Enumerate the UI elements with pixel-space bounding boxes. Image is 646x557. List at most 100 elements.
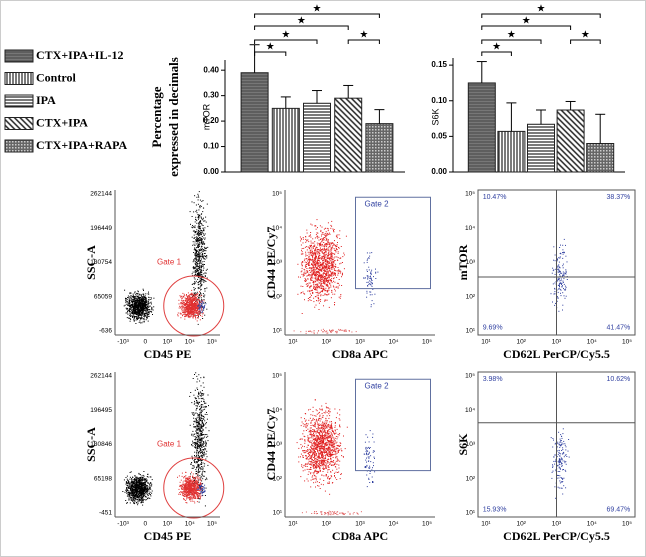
event-dot [332,330,334,332]
bar [334,97,363,173]
event-dot [193,252,195,253]
event-dot [319,275,321,277]
event-dot [195,295,196,297]
event-dot [559,275,561,277]
event-dot [198,235,199,237]
event-dot [200,281,202,283]
event-dot [192,230,194,232]
event-dot [317,274,319,276]
event-dot [328,243,330,245]
event-dot [204,314,206,316]
event-dot [363,277,364,279]
event-dot [318,282,320,284]
event-dot [370,279,372,281]
event-dot [325,275,327,277]
event-dot [146,311,147,313]
event-dot [334,273,336,275]
event-dot [148,296,150,298]
event-dot [202,237,204,239]
event-dot [185,298,187,299]
event-dot [181,310,183,312]
event-dot [137,302,139,304]
event-dot [195,318,197,320]
event-dot [132,492,134,494]
event-dot [134,298,136,300]
event-dot [197,473,199,475]
event-dot [137,484,139,486]
event-dot [323,233,325,235]
event-dot [310,245,312,247]
event-dot [323,259,325,261]
event-dot [366,259,368,261]
event-dot [189,310,191,312]
event-dot [321,235,322,237]
event-dot [197,270,199,272]
event-dot [313,297,315,299]
event-dot [198,222,200,224]
event-dot [146,308,148,310]
event-dot [189,303,190,305]
event-dot [367,278,369,280]
event-dot [307,298,309,299]
event-dot [147,487,149,489]
y-tick-label: 10¹ [466,328,476,335]
event-dot [366,271,368,272]
event-dot [146,307,148,308]
event-dot [192,306,194,307]
event-dot [320,283,322,285]
event-dot [196,425,198,427]
event-dot [320,263,322,265]
event-dot [189,302,191,304]
event-dot [331,243,333,244]
event-dot [179,312,181,314]
event-dot [301,253,303,255]
event-dot [123,479,125,481]
event-dot [327,222,329,224]
event-dot [560,272,562,274]
event-dot [191,311,193,313]
event-dot [202,254,204,256]
event-dot [320,275,322,277]
event-dot [191,462,193,463]
significance-star: ★ [537,4,546,15]
event-dot [553,259,555,261]
event-dot [190,312,192,314]
event-dot [559,286,560,287]
event-dot [132,491,134,493]
event-dot [134,317,135,319]
event-dot [351,331,353,333]
event-dot [200,217,202,219]
y-tick-label: 0.30 [203,91,219,100]
event-dot [193,230,195,232]
event-dot [329,253,331,255]
event-dot [319,291,321,293]
event-dot [138,308,140,309]
event-dot [198,315,199,316]
event-dot [335,266,337,268]
event-dot [343,330,345,332]
event-dot [126,482,128,484]
event-dot [205,250,207,252]
event-dot [343,329,345,331]
event-dot [144,486,146,488]
event-dot [195,299,197,301]
event-dot [367,276,369,278]
event-dot [334,244,335,246]
event-dot [310,268,312,270]
event-dot [328,287,330,289]
event-dot [127,484,129,486]
event-dot [194,397,196,399]
event-dot [181,305,183,307]
event-dot [322,331,324,333]
event-dot [198,308,200,310]
event-dot [200,248,202,250]
y-tick-label: 10¹ [273,328,283,335]
event-dot [369,280,371,282]
event-dot [134,309,136,311]
event-dot [339,270,341,272]
event-dot [328,233,330,235]
event-dot [142,498,144,500]
event-dot [182,310,184,312]
event-dot [206,277,208,279]
bar [556,109,585,173]
